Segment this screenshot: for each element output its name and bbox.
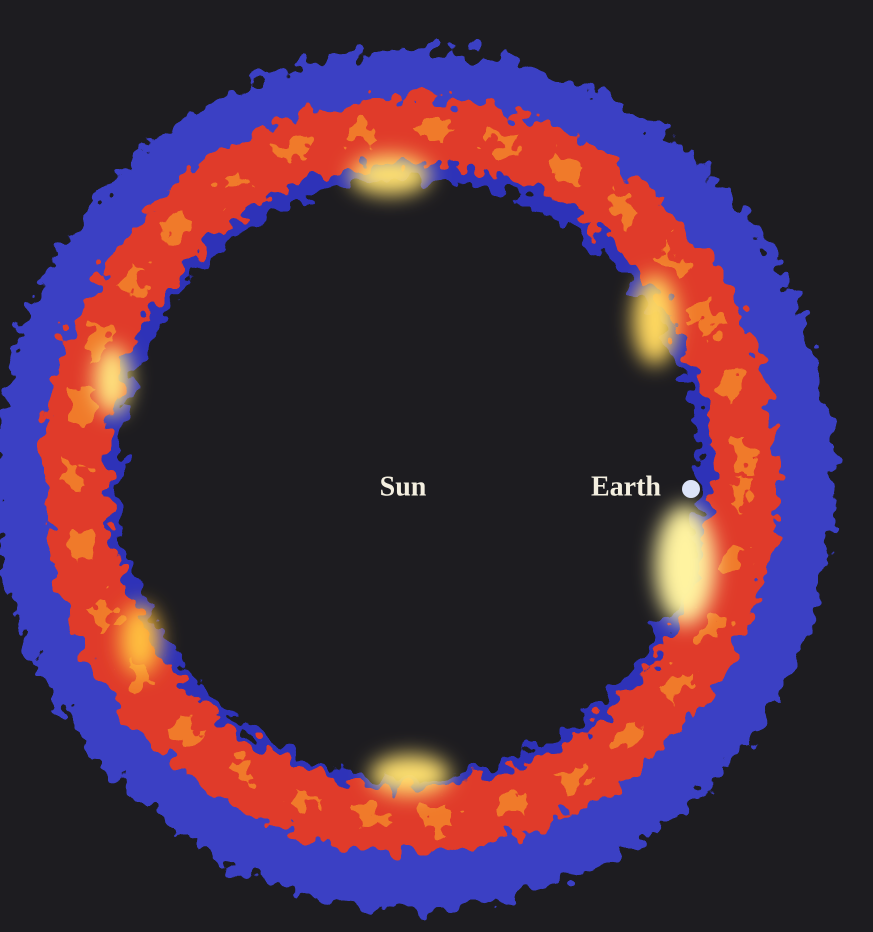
clump: [350, 155, 430, 195]
clump: [120, 605, 160, 675]
clump: [633, 275, 677, 365]
dust-ring-image: Sun Earth: [0, 0, 873, 932]
clump: [370, 755, 450, 795]
sun-label: Sun: [380, 471, 427, 502]
earth-label: Earth: [591, 471, 661, 502]
earth-dot: [682, 480, 700, 498]
clump: [655, 505, 715, 625]
page: Sun Earth (() => { const data = JSON.par…: [0, 0, 873, 932]
clump: [94, 345, 130, 415]
